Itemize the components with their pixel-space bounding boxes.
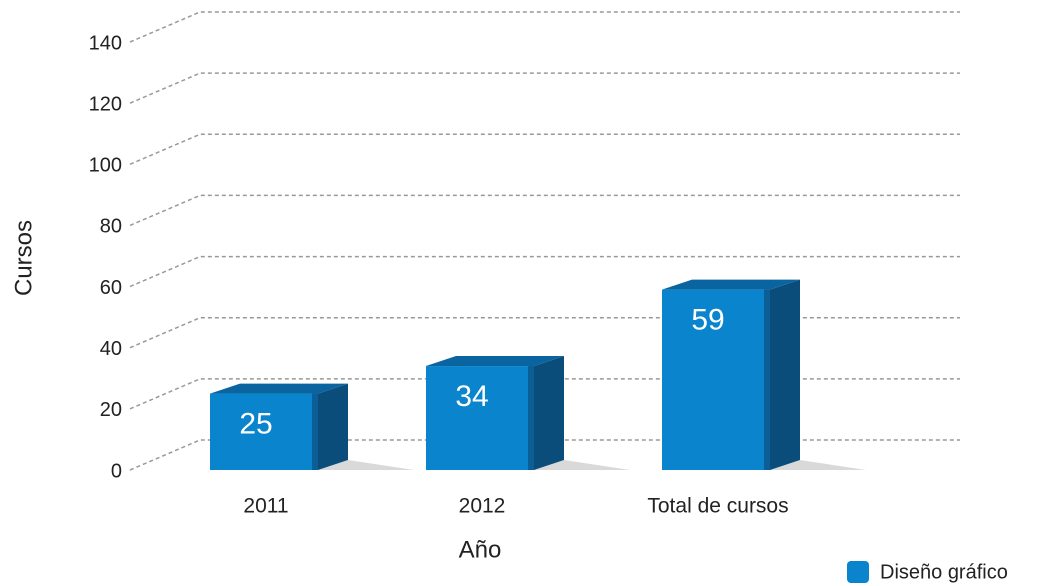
grid-line — [129, 255, 960, 288]
bar-top — [210, 383, 348, 394]
x-tick-label: Total de cursos — [647, 495, 788, 518]
bar-side — [770, 279, 800, 470]
grid-line — [129, 316, 960, 349]
bar-shadow — [318, 460, 414, 470]
bar — [662, 289, 770, 470]
bar-shadow — [770, 460, 866, 470]
y-tick-label: 0 — [111, 460, 122, 482]
bar-edge — [764, 289, 770, 470]
x-tick-label: 2012 — [459, 495, 506, 518]
y-tick-label: 80 — [100, 216, 122, 238]
bar-side — [318, 383, 348, 470]
bar — [210, 393, 318, 470]
bar-top — [426, 356, 564, 367]
bar — [426, 366, 534, 470]
data-label: 34 — [455, 380, 488, 413]
legend-label: Diseño gráfico — [880, 561, 1008, 583]
y-axis-label: Cursos — [10, 220, 37, 296]
data-label: 59 — [691, 304, 724, 337]
grid-line — [129, 72, 960, 104]
y-tick-label: 60 — [100, 277, 122, 299]
bar-side — [534, 356, 564, 470]
data-label: 25 — [239, 407, 272, 440]
bar-edge — [312, 393, 318, 470]
x-axis-label: Año — [459, 536, 502, 563]
y-tick-label: 120 — [89, 93, 122, 115]
x-tick-label: 2011 — [243, 495, 288, 518]
grid-line — [129, 133, 960, 165]
y-tick-label: 20 — [100, 399, 122, 421]
bar-shadow — [534, 460, 630, 470]
bar-edge — [528, 366, 534, 470]
grid-line — [129, 194, 960, 227]
bar-top — [662, 279, 800, 290]
grid-line — [129, 11, 960, 43]
y-tick-label: 140 — [89, 32, 122, 54]
legend-swatch — [847, 561, 869, 583]
y-tick-label: 100 — [89, 155, 122, 177]
y-tick-label: 40 — [100, 338, 122, 360]
